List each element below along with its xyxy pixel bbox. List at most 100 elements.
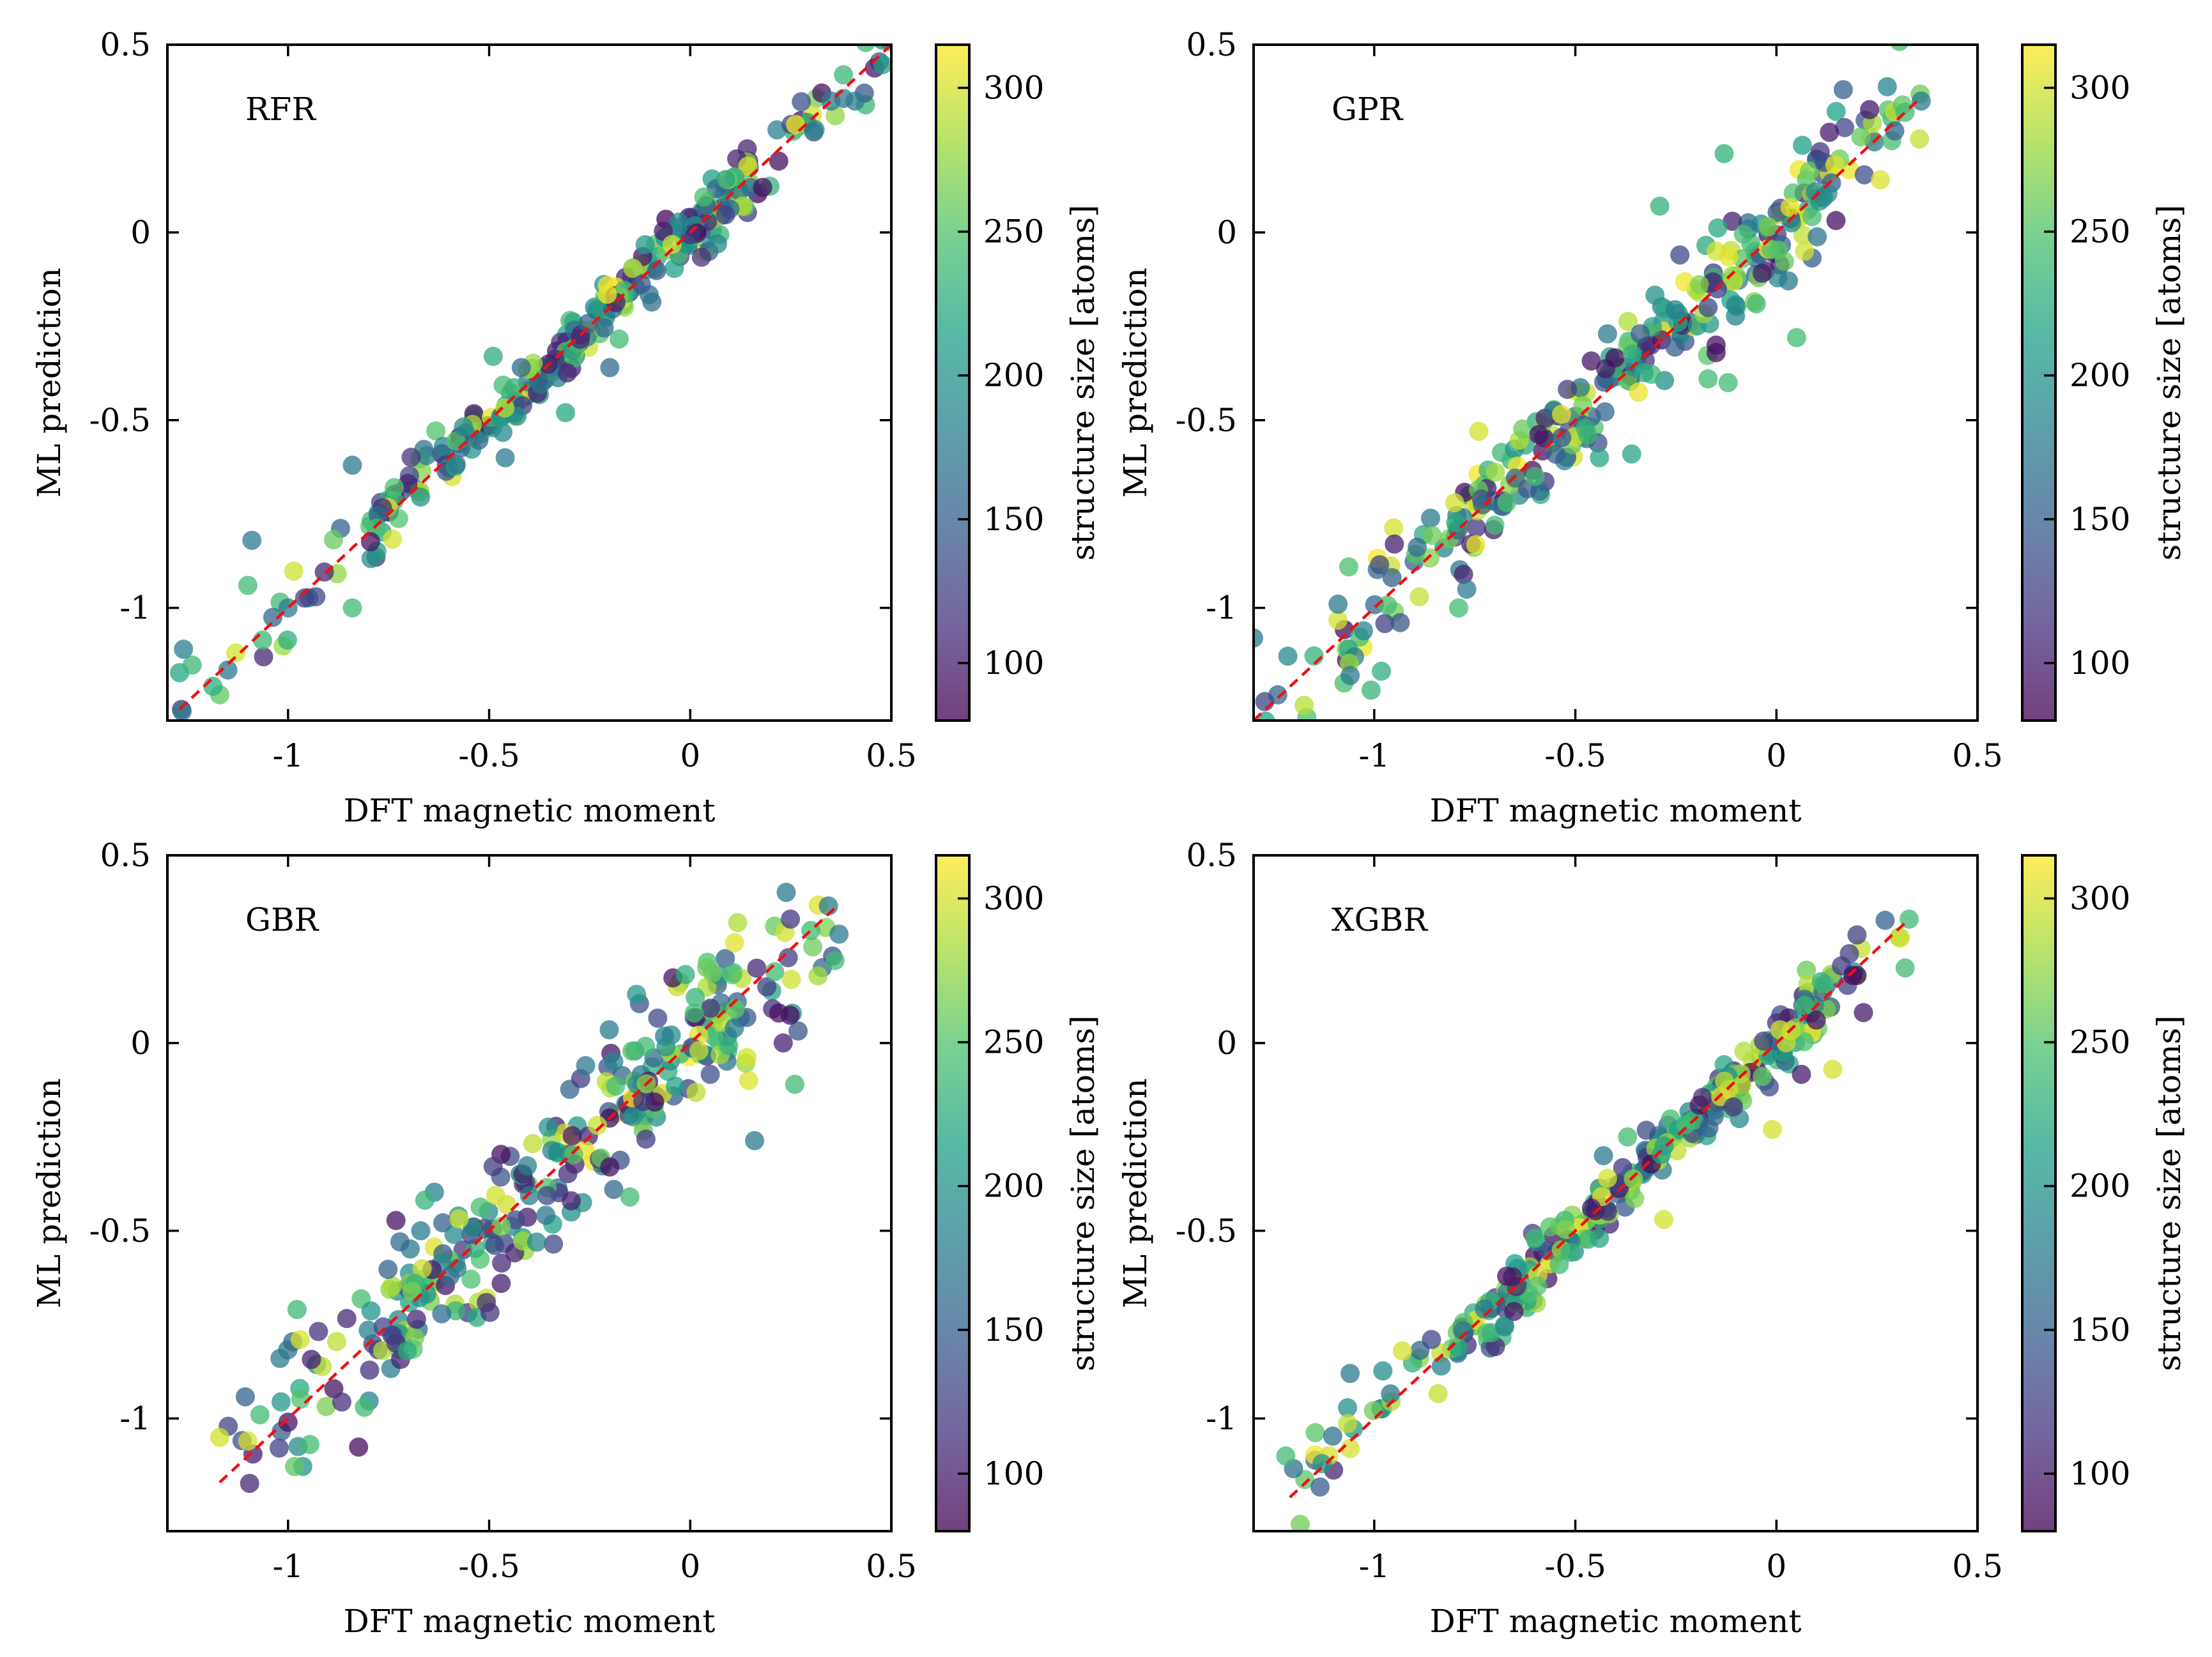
- x-axis-label: DFT magnetic moment: [1430, 1603, 1802, 1640]
- data-point: [491, 1216, 511, 1236]
- y-tick-label: -1: [1206, 590, 1237, 627]
- data-point: [1847, 925, 1867, 945]
- data-point: [1786, 328, 1806, 347]
- data-point: [1466, 535, 1486, 554]
- data-point: [1723, 1097, 1743, 1117]
- data-point: [1448, 1338, 1468, 1357]
- data-point: [627, 984, 647, 1004]
- data-point: [1746, 294, 1766, 314]
- data-point: [773, 1033, 793, 1053]
- data-point: [556, 403, 576, 422]
- data-point: [1763, 1120, 1782, 1140]
- y-tick-label: 0: [1217, 1025, 1237, 1062]
- data-point: [483, 346, 503, 366]
- data-point: [788, 1021, 808, 1041]
- colorbar-tick-label: 200: [983, 357, 1044, 394]
- data-point: [610, 329, 629, 349]
- data-point: [1294, 696, 1314, 715]
- data-point: [1826, 211, 1846, 231]
- data-point: [238, 576, 257, 595]
- data-point: [1622, 444, 1641, 464]
- colorbar-tick-label: 200: [2070, 357, 2130, 394]
- data-point: [1361, 680, 1381, 700]
- x-tick-label: 0.5: [1952, 1548, 2003, 1585]
- data-point: [1581, 351, 1601, 371]
- data-point: [1843, 966, 1863, 986]
- data-point: [411, 487, 431, 507]
- data-point: [1723, 211, 1742, 231]
- data-point: [1552, 428, 1572, 447]
- data-point: [174, 639, 194, 659]
- data-point: [1734, 1041, 1754, 1061]
- data-point: [1529, 425, 1549, 445]
- y-tick-label: -1: [119, 1400, 151, 1437]
- x-tick-label: -0.5: [1544, 737, 1606, 774]
- data-point: [1597, 324, 1617, 344]
- data-point: [792, 92, 811, 112]
- x-tick-label: -1: [272, 737, 303, 774]
- colorbar-tick-label: 250: [2070, 213, 2130, 250]
- colorbar-tick-label: 100: [983, 1455, 1044, 1492]
- data-point: [1854, 1003, 1873, 1023]
- colorbar-tick-label: 100: [2070, 1455, 2130, 1492]
- colorbar-label: structure size [atoms]: [2151, 1015, 2188, 1371]
- data-point: [647, 261, 666, 280]
- data-point: [1732, 1075, 1752, 1095]
- axes-frame: [166, 854, 893, 1532]
- data-point: [1354, 621, 1373, 641]
- y-tick-label: 0.5: [1186, 837, 1237, 874]
- x-axis-label: DFT magnetic moment: [1430, 792, 1802, 829]
- data-point: [1854, 165, 1874, 185]
- data-point: [426, 421, 446, 441]
- data-point: [576, 1056, 595, 1076]
- data-point: [461, 1269, 481, 1289]
- data-point: [1783, 183, 1803, 203]
- x-tick-label: 0: [680, 737, 700, 774]
- data-point: [1420, 548, 1440, 568]
- data-point: [1431, 1356, 1451, 1376]
- data-point: [495, 448, 515, 468]
- colorbar-frame: [935, 854, 971, 1532]
- colorbar-gradient: [2022, 855, 2055, 1531]
- data-point: [504, 378, 524, 397]
- data-point: [635, 235, 655, 255]
- data-point: [1675, 272, 1694, 292]
- colorbar-tick-label: 100: [2070, 645, 2130, 682]
- data-point: [808, 966, 828, 986]
- data-point: [1650, 196, 1670, 216]
- data-point: [1723, 266, 1742, 286]
- data-point: [361, 549, 381, 569]
- x-tick-label: 0: [680, 1548, 700, 1585]
- panel-label: GBR: [245, 901, 319, 938]
- data-point: [269, 1438, 289, 1458]
- data-point: [1808, 227, 1827, 247]
- data-point: [1485, 515, 1505, 535]
- colorbar-frame: [935, 43, 971, 722]
- data-point: [309, 1322, 328, 1341]
- data-point: [599, 1020, 619, 1040]
- y-tick-label: 0.5: [1186, 26, 1237, 63]
- colorbar-tick-label: 200: [983, 1168, 1044, 1205]
- data-point: [829, 924, 849, 944]
- data-point: [1794, 1032, 1814, 1051]
- x-axis-label: DFT magnetic moment: [344, 1603, 716, 1640]
- colorbar-tick-label: 300: [2070, 70, 2130, 107]
- data-point: [1634, 363, 1654, 383]
- data-point: [1381, 1384, 1401, 1404]
- data-point: [826, 106, 845, 126]
- data-point: [252, 630, 272, 650]
- x-tick-label: -0.5: [458, 1548, 519, 1585]
- data-point: [1795, 241, 1815, 261]
- data-point: [1851, 127, 1871, 147]
- data-point: [1670, 245, 1690, 265]
- data-point: [1312, 1454, 1332, 1474]
- data-point: [856, 45, 875, 52]
- data-point: [1781, 213, 1801, 233]
- data-point: [1385, 534, 1404, 554]
- data-point: [588, 1115, 608, 1135]
- data-point: [1890, 45, 1909, 51]
- data-point: [1370, 555, 1390, 575]
- data-point: [491, 1274, 511, 1294]
- panels: -1 -0.5 0 0.5 -1 -0.5 0 0.5 RFR DFT magnetic mome…: [31, 26, 2188, 1640]
- data-point: [1618, 1127, 1638, 1147]
